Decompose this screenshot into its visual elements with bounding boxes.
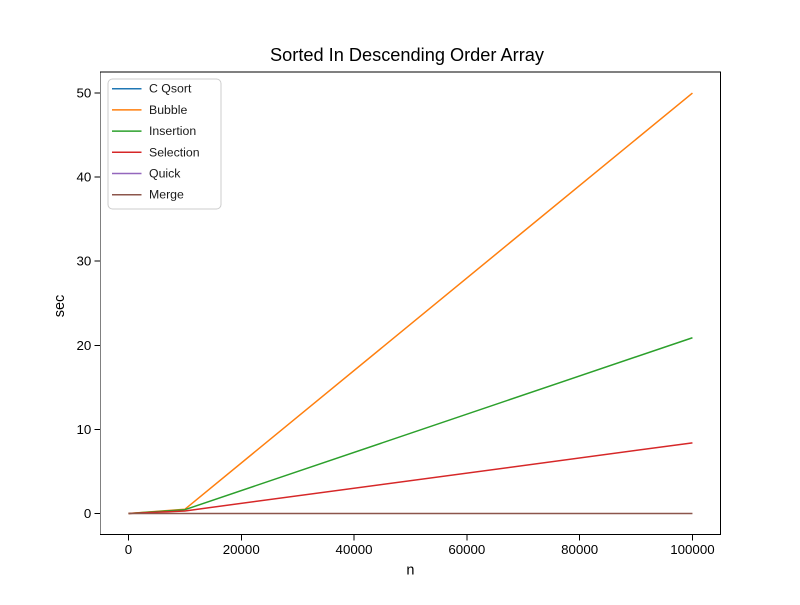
svg-text:40000: 40000 xyxy=(336,542,373,557)
svg-text:Selection: Selection xyxy=(149,145,200,159)
svg-text:Bubble: Bubble xyxy=(149,103,187,117)
svg-text:0: 0 xyxy=(125,542,132,557)
svg-text:60000: 60000 xyxy=(448,542,485,557)
svg-text:10: 10 xyxy=(76,422,91,437)
svg-text:30: 30 xyxy=(76,254,91,269)
svg-text:Merge: Merge xyxy=(149,188,184,202)
svg-text:20000: 20000 xyxy=(223,542,260,557)
svg-text:50: 50 xyxy=(76,86,91,101)
svg-text:80000: 80000 xyxy=(561,542,598,557)
svg-text:20: 20 xyxy=(76,338,91,353)
svg-text:sec: sec xyxy=(52,295,68,318)
svg-text:n: n xyxy=(406,563,414,579)
svg-text:Quick: Quick xyxy=(149,167,181,181)
svg-text:Insertion: Insertion xyxy=(149,124,196,138)
svg-text:C Qsort: C Qsort xyxy=(149,82,192,96)
svg-text:40: 40 xyxy=(76,170,91,185)
svg-text:100000: 100000 xyxy=(670,542,714,557)
svg-text:Sorted In Descending Order Arr: Sorted In Descending Order Array xyxy=(270,45,545,65)
svg-text:0: 0 xyxy=(84,506,91,521)
